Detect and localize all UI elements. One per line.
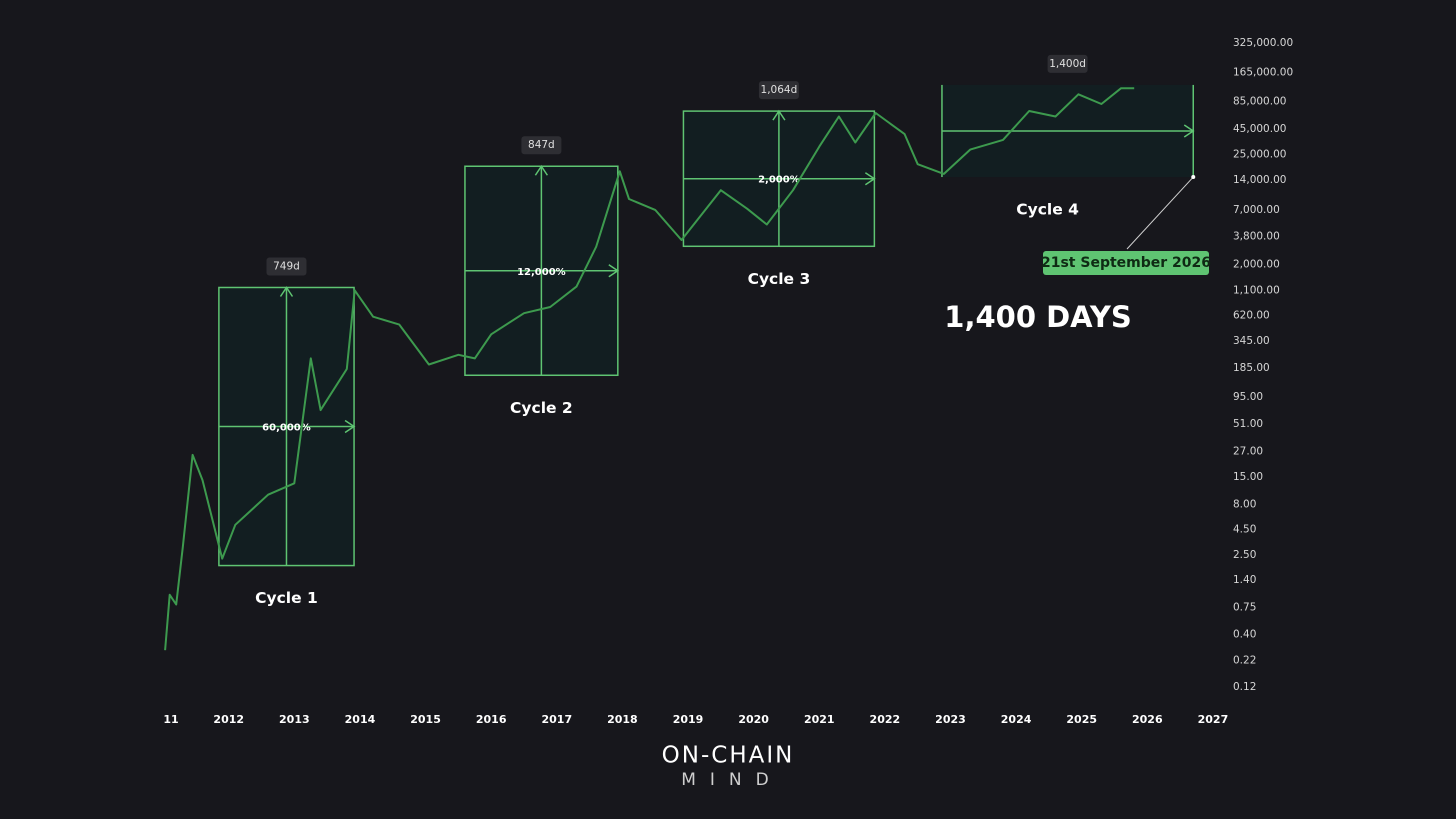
cycle-label: Cycle 4 xyxy=(1016,201,1079,219)
y-tick-label: 25,000.00 xyxy=(1233,149,1286,161)
x-tick-label: 2021 xyxy=(804,713,835,726)
x-tick-label: 2015 xyxy=(410,713,441,726)
headline: 1,400 DAYS xyxy=(944,300,1131,334)
y-tick-label: 2,000.00 xyxy=(1233,258,1280,270)
h-arrow-head xyxy=(608,264,620,278)
y-tick-label: 14,000.00 xyxy=(1233,174,1286,186)
y-tick-label: 0.40 xyxy=(1233,629,1256,641)
h-arrow-head xyxy=(344,419,356,434)
duration-label: 847d xyxy=(528,139,555,151)
y-tick-label: 0.75 xyxy=(1233,601,1256,613)
x-tick-label: 2013 xyxy=(279,713,310,726)
y-tick-label: 185.00 xyxy=(1233,362,1270,374)
target-badge xyxy=(1043,251,1209,275)
y-tick-label: 345.00 xyxy=(1233,335,1270,347)
y-tick-label: 3,800.00 xyxy=(1233,230,1280,242)
y-tick-label: 165,000.00 xyxy=(1233,67,1293,79)
y-tick-label: 325,000.00 xyxy=(1233,37,1293,49)
h-arrow-head xyxy=(1183,124,1195,138)
duration-label: 1,064d xyxy=(761,84,798,96)
gain-label: 2,000% xyxy=(758,175,800,186)
gain-label: 12,000% xyxy=(517,267,566,278)
y-tick-label: 95.00 xyxy=(1233,391,1263,403)
x-tick-label: 2026 xyxy=(1132,713,1163,726)
x-tick-label: 2012 xyxy=(213,713,244,726)
cycle-label: Cycle 1 xyxy=(255,589,318,607)
h-arrow-head xyxy=(864,172,876,186)
brand-line2: MIND xyxy=(681,770,783,790)
y-tick-label: 2.50 xyxy=(1233,549,1256,561)
duration-badge xyxy=(521,136,562,155)
y-tick-label: 0.12 xyxy=(1233,681,1256,693)
y-tick-label: 45,000.00 xyxy=(1233,123,1286,135)
x-tick-label: 2017 xyxy=(541,713,572,726)
duration-badge xyxy=(266,257,307,276)
y-tick-label: 620.00 xyxy=(1233,309,1270,321)
price-line xyxy=(164,87,1135,651)
y-tick-label: 15.00 xyxy=(1233,471,1263,483)
target-pointer xyxy=(1126,176,1194,250)
v-arrow-head xyxy=(534,164,549,176)
x-tick-label: 2018 xyxy=(607,713,638,726)
gain-label: 60,000% xyxy=(262,423,311,434)
x-tick-label: 2020 xyxy=(738,713,769,726)
y-tick-label: 7,000.00 xyxy=(1233,204,1280,216)
y-tick-label: 4.50 xyxy=(1233,523,1256,535)
x-tick-label: 2023 xyxy=(935,713,966,726)
cycle-label: Cycle 3 xyxy=(748,270,811,288)
y-tick-label: 0.22 xyxy=(1233,655,1256,667)
x-tick-label: 2027 xyxy=(1198,713,1229,726)
x-tick-label: 2019 xyxy=(673,713,704,726)
cycle-label: Cycle 2 xyxy=(510,399,573,417)
x-tick-label: 11 xyxy=(163,713,178,726)
y-tick-label: 85,000.00 xyxy=(1233,95,1286,107)
duration-badge xyxy=(758,81,799,100)
target-dot xyxy=(1191,175,1196,180)
duration-label: 1,400d xyxy=(1049,58,1086,70)
x-tick-label: 2025 xyxy=(1066,713,1097,726)
v-arrow-head xyxy=(279,286,294,297)
y-tick-label: 51.00 xyxy=(1233,418,1263,430)
y-tick-label: 8.00 xyxy=(1233,498,1256,510)
target-label: 21st September 2026 xyxy=(1041,255,1211,271)
y-tick-label: 27.00 xyxy=(1233,446,1263,458)
y-tick-label: 1.40 xyxy=(1233,574,1256,586)
duration-label: 749d xyxy=(273,260,300,272)
x-tick-label: 2016 xyxy=(476,713,507,726)
y-tick-label: 1,100.00 xyxy=(1233,284,1280,296)
x-tick-label: 2022 xyxy=(870,713,901,726)
duration-badge xyxy=(1047,54,1088,73)
v-arrow-head xyxy=(772,109,786,121)
x-tick-label: 2014 xyxy=(345,713,376,726)
brand-line1: ON-CHAIN xyxy=(662,743,795,769)
x-tick-label: 2024 xyxy=(1001,713,1032,726)
